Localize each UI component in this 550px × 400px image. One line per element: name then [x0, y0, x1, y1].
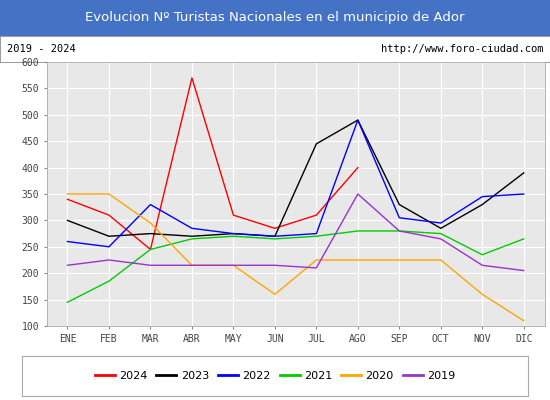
Legend: 2024, 2023, 2022, 2021, 2020, 2019: 2024, 2023, 2022, 2021, 2020, 2019	[90, 366, 460, 386]
Text: 2019 - 2024: 2019 - 2024	[7, 44, 75, 54]
Text: http://www.foro-ciudad.com: http://www.foro-ciudad.com	[381, 44, 543, 54]
Text: Evolucion Nº Turistas Nacionales en el municipio de Ador: Evolucion Nº Turistas Nacionales en el m…	[85, 12, 465, 24]
